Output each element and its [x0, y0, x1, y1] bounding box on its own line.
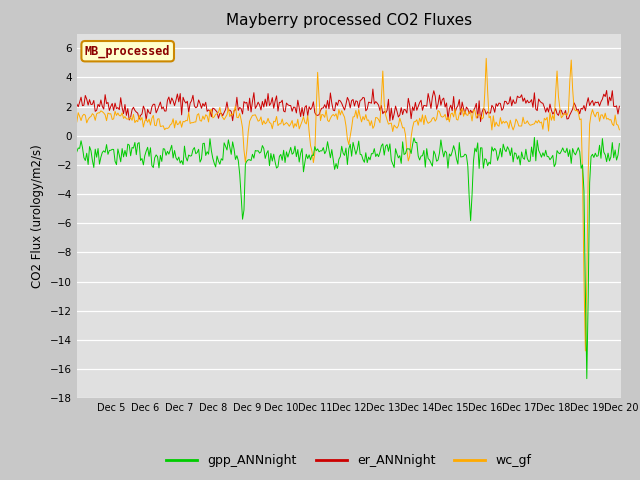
gpp_ANNnight: [460, 154, 467, 159]
Text: MB_processed: MB_processed: [85, 45, 170, 58]
Line: wc_gf: wc_gf: [77, 59, 620, 351]
er_ANNnight: [108, 101, 116, 107]
er_ANNnight: [352, 98, 360, 104]
wc_gf: [352, 108, 360, 113]
er_ANNnight: [477, 119, 484, 124]
wc_gf: [92, 118, 99, 123]
gpp_ANNnight: [542, 147, 550, 153]
gpp_ANNnight: [583, 376, 591, 382]
gpp_ANNnight: [73, 149, 81, 155]
wc_gf: [483, 56, 490, 61]
wc_gf: [582, 348, 589, 354]
gpp_ANNnight: [614, 152, 622, 158]
er_ANNnight: [543, 105, 551, 110]
wc_gf: [108, 117, 116, 122]
er_ANNnight: [616, 103, 623, 109]
er_ANNnight: [369, 86, 377, 92]
wc_gf: [614, 122, 622, 128]
gpp_ANNnight: [92, 146, 99, 152]
gpp_ANNnight: [108, 146, 116, 152]
Y-axis label: CO2 Flux (urology/m2/s): CO2 Flux (urology/m2/s): [31, 144, 44, 288]
Line: gpp_ANNnight: gpp_ANNnight: [77, 137, 620, 379]
wc_gf: [616, 127, 623, 132]
gpp_ANNnight: [616, 141, 623, 146]
er_ANNnight: [92, 108, 99, 114]
Title: Mayberry processed CO2 Fluxes: Mayberry processed CO2 Fluxes: [226, 13, 472, 28]
er_ANNnight: [614, 111, 622, 117]
Legend: gpp_ANNnight, er_ANNnight, wc_gf: gpp_ANNnight, er_ANNnight, wc_gf: [161, 449, 536, 472]
gpp_ANNnight: [531, 134, 538, 140]
Line: er_ANNnight: er_ANNnight: [77, 89, 620, 121]
er_ANNnight: [461, 111, 469, 117]
wc_gf: [73, 119, 81, 125]
wc_gf: [542, 117, 550, 123]
wc_gf: [460, 113, 467, 119]
er_ANNnight: [73, 101, 81, 107]
gpp_ANNnight: [352, 151, 360, 157]
